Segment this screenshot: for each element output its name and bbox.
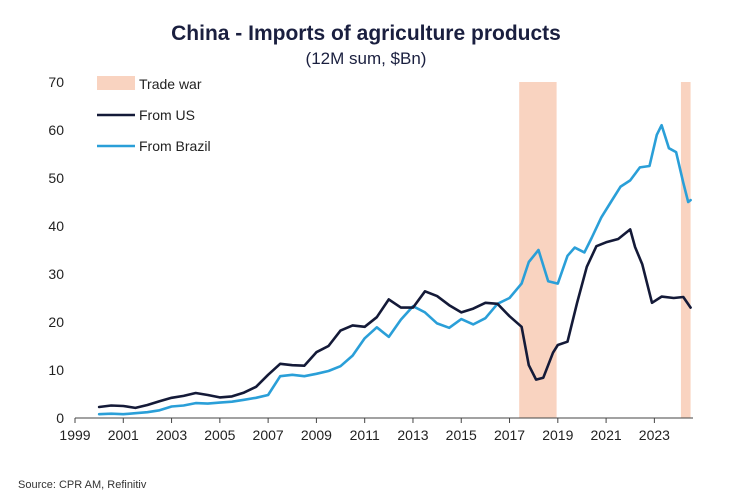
y-tick-label-10: 10 (48, 362, 64, 378)
legend: Trade war From US From Brazil (97, 76, 211, 154)
series-lines (97, 123, 692, 416)
x-tick-label-2023: 2023 (639, 427, 670, 443)
chart-title: China - Imports of agriculture products (171, 22, 561, 45)
legend-label-from-brazil: From Brazil (139, 138, 211, 154)
x-tick-label-2005: 2005 (204, 427, 235, 443)
legend-label-from-us: From US (139, 107, 195, 123)
y-tick-label-40: 40 (48, 218, 64, 234)
series-line-from-us (97, 228, 692, 410)
trade-war-band-1 (680, 82, 691, 418)
x-tick-label-2007: 2007 (253, 427, 284, 443)
source-note: Source: CPR AM, Refinitiv (18, 479, 147, 491)
x-tick-label-2001: 2001 (108, 427, 139, 443)
x-tick-label-2009: 2009 (301, 427, 332, 443)
x-tick-label-1999: 1999 (59, 427, 90, 443)
x-tick-label-2021: 2021 (591, 427, 622, 443)
series-line-from-brazil (97, 123, 692, 416)
y-tick-label-50: 50 (48, 170, 64, 186)
y-tick-label-0: 0 (56, 410, 64, 426)
chart-subtitle: (12M sum, $Bn) (306, 49, 427, 68)
x-tick-label-2013: 2013 (397, 427, 428, 443)
y-tick-label-60: 60 (48, 122, 64, 138)
x-tick-label-2019: 2019 (542, 427, 573, 443)
y-tick-label-20: 20 (48, 314, 64, 330)
y-tick-label-70: 70 (48, 74, 64, 90)
x-tick-label-2011: 2011 (350, 427, 380, 443)
y-tick-label-30: 30 (48, 266, 64, 282)
x-tick-label-2003: 2003 (156, 427, 187, 443)
axes: 1999 2001 2003 2005 2007 2009 2011 2013 2015 2017… (48, 74, 693, 443)
legend-swatch-trade-war (97, 76, 135, 90)
x-tick-label-2017: 2017 (494, 427, 525, 443)
legend-label-trade-war: Trade war (139, 76, 202, 92)
x-tick-label-2015: 2015 (446, 427, 477, 443)
